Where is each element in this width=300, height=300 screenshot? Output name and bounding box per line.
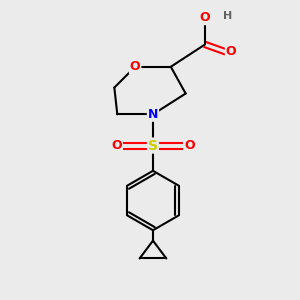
Text: S: S	[148, 139, 158, 152]
Text: O: O	[111, 139, 122, 152]
Text: N: N	[148, 108, 158, 121]
Text: H: H	[223, 11, 232, 21]
Text: O: O	[226, 45, 236, 58]
Text: O: O	[200, 11, 210, 24]
Text: O: O	[130, 60, 140, 73]
Text: O: O	[184, 139, 194, 152]
